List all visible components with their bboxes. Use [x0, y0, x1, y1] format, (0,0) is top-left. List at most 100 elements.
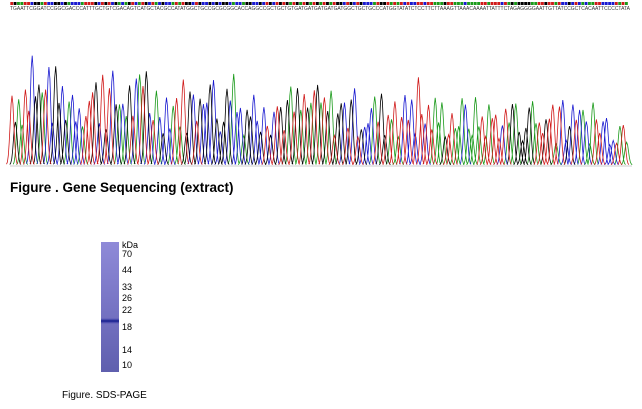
base-mark	[23, 2, 27, 5]
base-mark	[399, 2, 403, 5]
base-mark	[235, 2, 239, 5]
base-mark	[57, 2, 61, 5]
base-mark	[588, 2, 591, 5]
base-mark	[114, 2, 118, 5]
base-mark	[537, 2, 541, 5]
base-mark	[352, 2, 356, 5]
base-mark	[470, 2, 474, 5]
base-mark	[362, 2, 366, 5]
base-mark	[158, 2, 161, 5]
base-mark	[64, 2, 67, 5]
base-mark	[195, 2, 198, 5]
base-mark	[349, 2, 353, 5]
base-mark	[134, 2, 138, 5]
base-mark	[215, 2, 219, 5]
base-mark	[221, 2, 225, 5]
base-mark	[168, 2, 172, 5]
marker-label: 26	[122, 293, 132, 303]
base-mark	[577, 2, 581, 5]
base-mark	[410, 2, 413, 5]
base-mark	[446, 2, 450, 5]
base-mark	[450, 2, 454, 5]
base-mark	[268, 2, 272, 5]
base-mark	[551, 2, 554, 5]
base-mark	[60, 2, 64, 5]
base-mark	[154, 2, 158, 5]
base-mark	[376, 2, 380, 5]
base-mark	[564, 2, 568, 5]
base-mark	[530, 2, 534, 5]
base-mark	[497, 2, 501, 5]
base-mark	[70, 2, 74, 5]
marker-label: 33	[122, 282, 132, 292]
base-mark	[413, 2, 417, 5]
base-mark	[117, 2, 121, 5]
base-mark	[524, 2, 528, 5]
base-mark	[534, 2, 538, 5]
base-mark	[420, 2, 423, 5]
base-mark	[40, 2, 44, 5]
base-mark	[255, 2, 259, 5]
base-mark	[43, 2, 47, 5]
base-mark	[258, 2, 262, 5]
base-mark	[10, 2, 14, 5]
base-mark	[211, 2, 215, 5]
base-mark	[242, 2, 245, 5]
base-mark	[295, 2, 299, 5]
base-mark	[144, 2, 148, 5]
base-mark	[423, 2, 427, 5]
base-mark	[27, 2, 30, 5]
base-mark	[457, 2, 460, 5]
base-mark	[111, 2, 114, 5]
base-mark	[53, 2, 57, 5]
trace	[26, 55, 619, 166]
base-mark	[174, 2, 178, 5]
base-mark	[231, 2, 235, 5]
base-mark	[30, 2, 34, 5]
base-mark	[282, 2, 286, 5]
base-mark	[504, 2, 507, 5]
chromatogram	[6, 55, 633, 166]
trace	[6, 74, 630, 166]
base-mark	[124, 2, 128, 5]
base-mark	[84, 2, 88, 5]
base-mark	[299, 2, 303, 5]
marker-label: 22	[122, 305, 132, 315]
base-mark	[574, 2, 578, 5]
base-mark	[618, 2, 622, 5]
base-mark	[141, 2, 145, 5]
caption: Figure . Gene Sequencing (extract)	[10, 180, 234, 195]
base-mark	[127, 2, 131, 5]
base-mark	[87, 2, 91, 5]
base-mark	[463, 2, 467, 5]
base-mark	[309, 2, 313, 5]
base-mark	[339, 2, 343, 5]
base-mark	[443, 2, 447, 5]
base-mark	[393, 2, 397, 5]
base-mark	[205, 2, 208, 5]
base-mark	[510, 2, 514, 5]
trace	[12, 73, 633, 166]
base-mark	[426, 2, 430, 5]
base-mark	[164, 2, 168, 5]
base-mark	[611, 2, 615, 5]
base-mark	[148, 2, 151, 5]
base-mark	[181, 2, 185, 5]
base-mark	[507, 2, 511, 5]
base-mark	[198, 2, 202, 5]
base-mark	[315, 2, 319, 5]
base-mark	[517, 2, 521, 5]
trace	[9, 66, 576, 166]
base-mark	[171, 2, 175, 5]
base-mark	[396, 2, 400, 5]
base-mark	[571, 2, 575, 5]
base-mark	[480, 2, 484, 5]
base-mark	[137, 2, 141, 5]
base-mark	[77, 2, 81, 5]
base-mark	[104, 2, 108, 5]
base-mark	[326, 2, 329, 5]
base-mark	[591, 2, 595, 5]
base-mark	[608, 2, 612, 5]
base-mark	[188, 2, 192, 5]
